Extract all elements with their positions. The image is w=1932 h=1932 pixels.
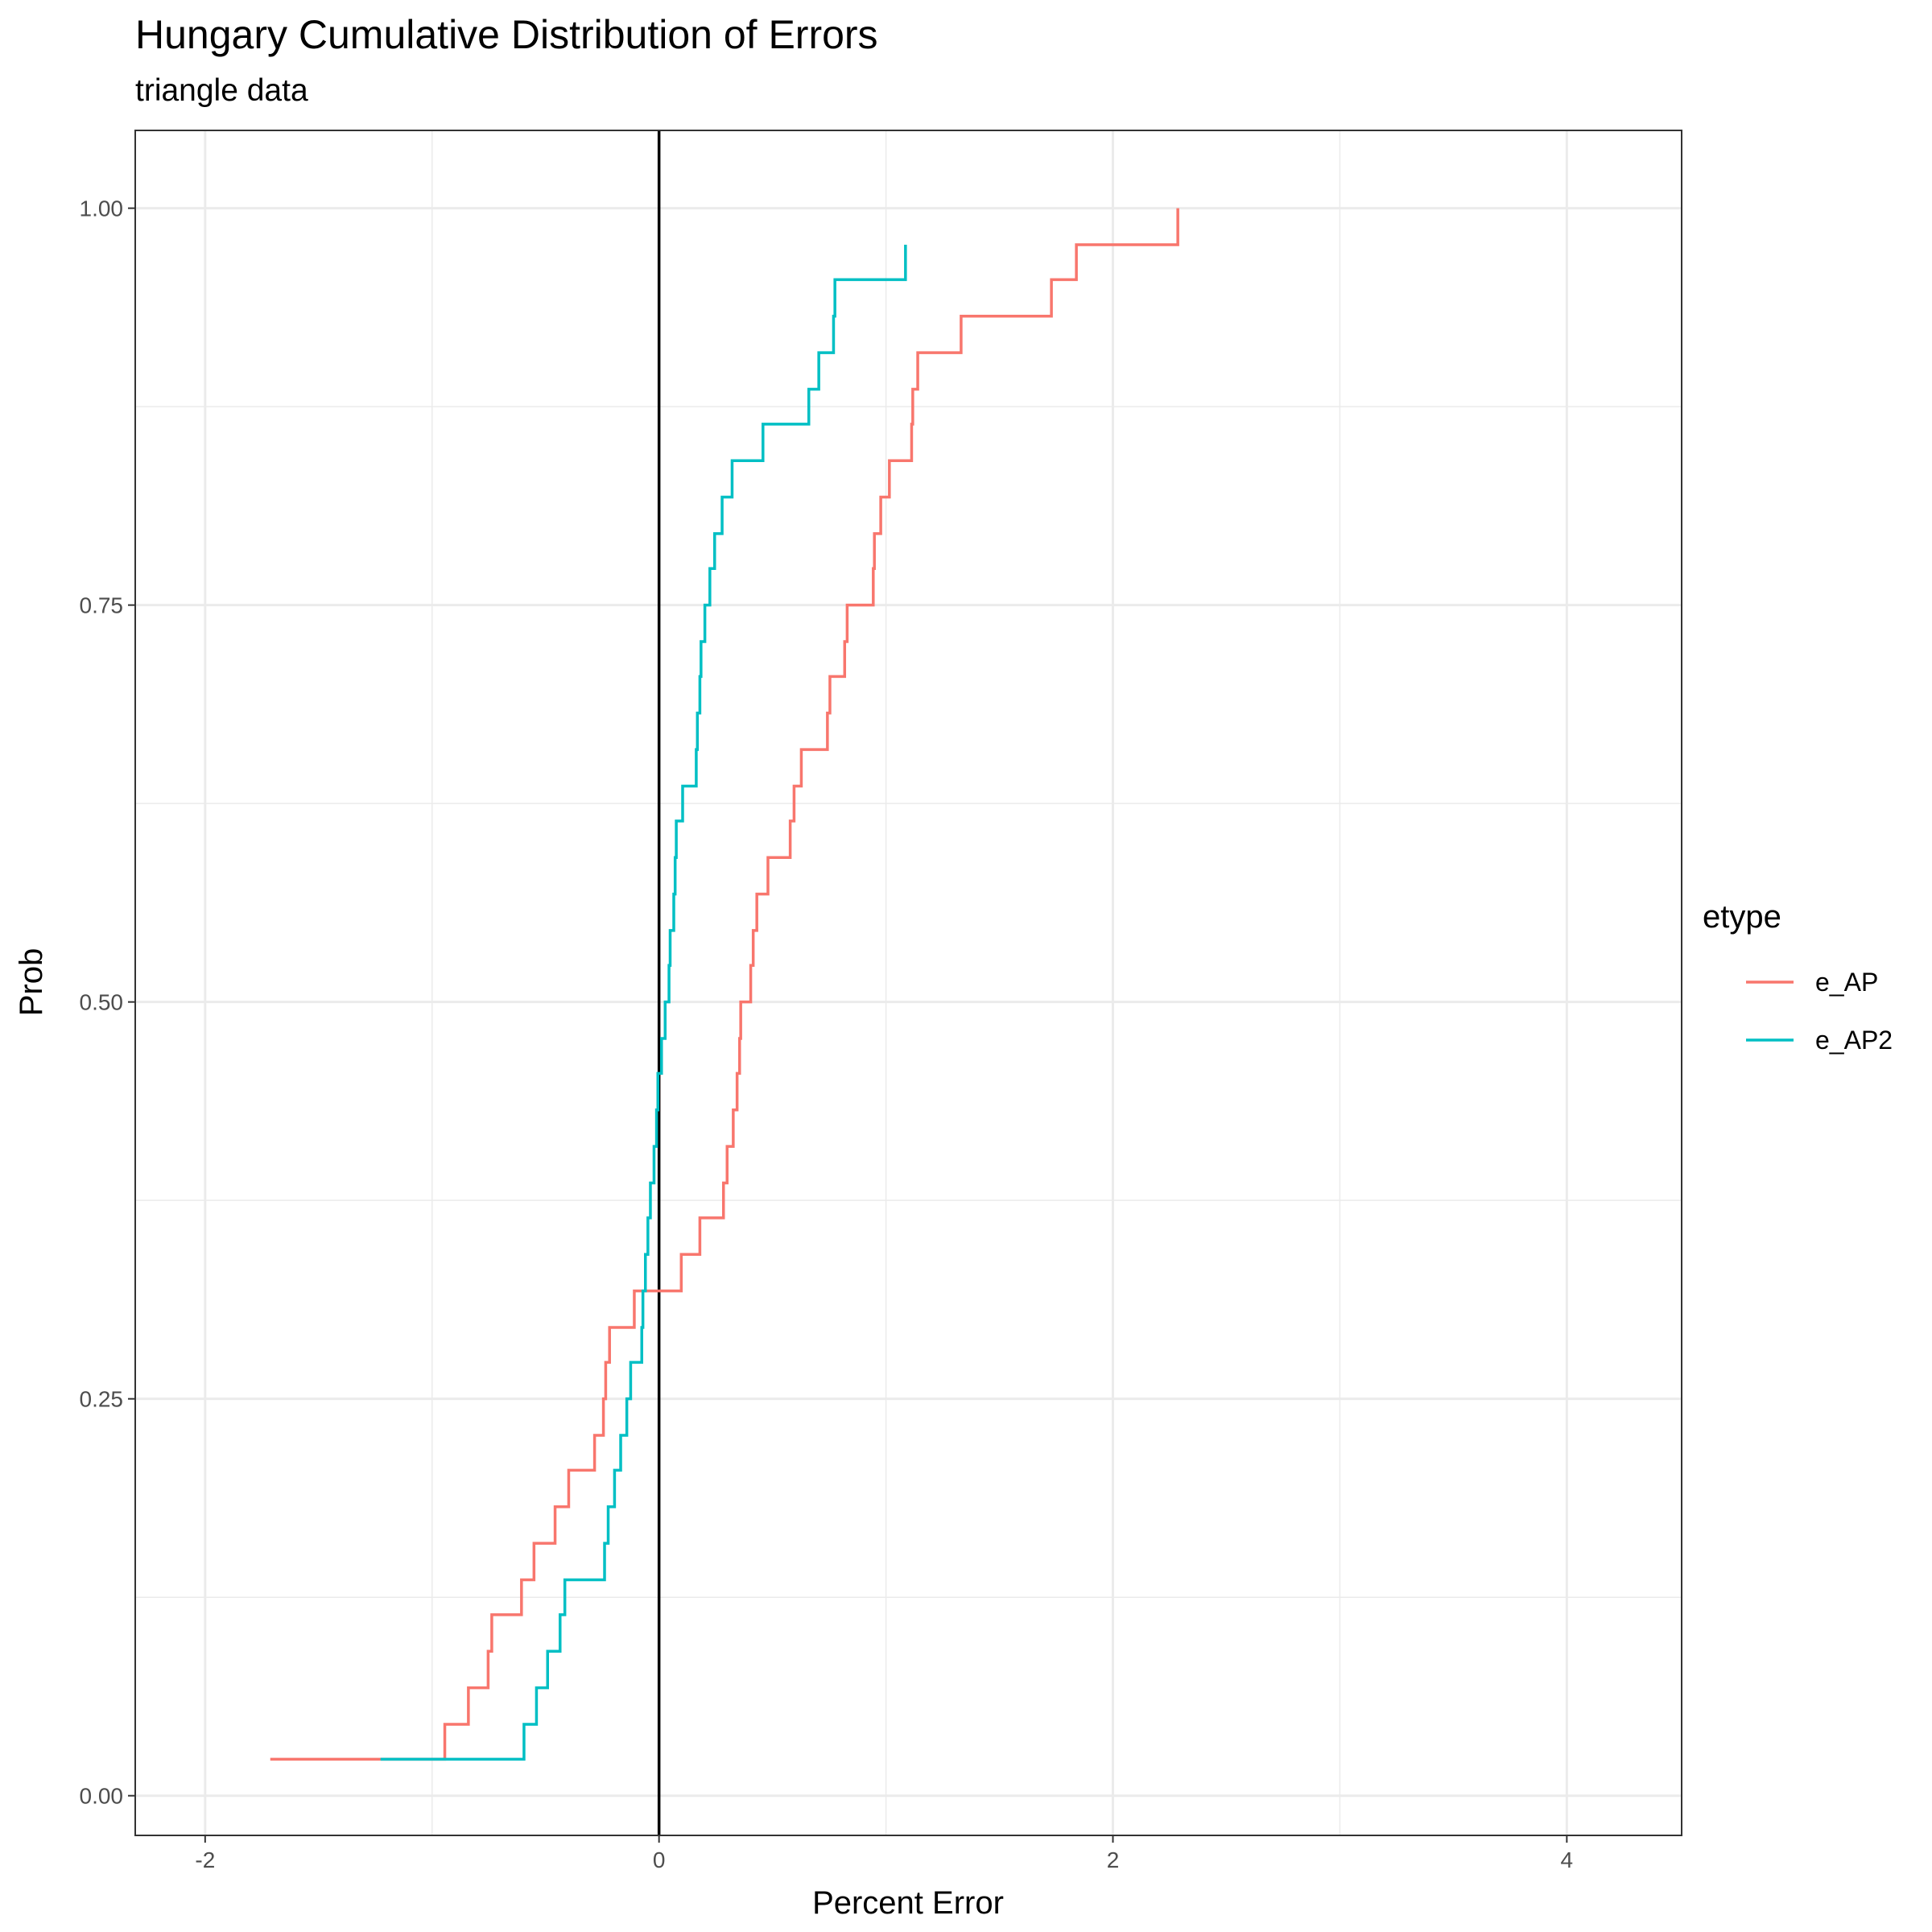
plot-border: [134, 130, 1682, 1836]
y-tick-label: 0.75: [80, 593, 124, 618]
y-tick-label: 0.50: [80, 990, 124, 1015]
chart-subtitle: triangle data: [135, 73, 308, 108]
y-tick-label: 0.00: [80, 1784, 124, 1809]
legend-title: etype: [1703, 899, 1781, 935]
x-tick-label: 0: [653, 1847, 666, 1872]
chart-title: Hungary Cumulative Distribution of Error…: [135, 12, 878, 57]
y-tick-label: 0.25: [80, 1387, 124, 1412]
x-axis-title: Percent Error: [812, 1885, 1004, 1921]
x-tick-label: -2: [195, 1847, 215, 1872]
x-tick-label: 4: [1561, 1847, 1574, 1872]
y-tick-label: 1.00: [80, 196, 124, 221]
step-line: [380, 244, 907, 1761]
legend-label: e_AP2: [1815, 1026, 1893, 1055]
legend-label: e_AP: [1815, 968, 1878, 997]
y-axis-title: Prob: [14, 948, 49, 1017]
x-tick-label: 2: [1107, 1847, 1120, 1872]
step-line: [270, 208, 1179, 1761]
